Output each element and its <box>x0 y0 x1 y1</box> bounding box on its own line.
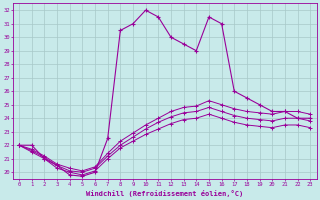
X-axis label: Windchill (Refroidissement éolien,°C): Windchill (Refroidissement éolien,°C) <box>86 190 243 197</box>
